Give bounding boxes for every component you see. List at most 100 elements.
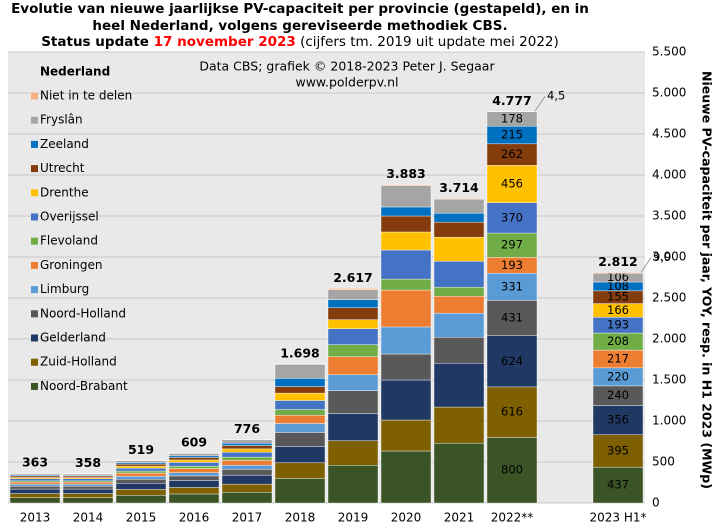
legend-label: Noord-Brabant [40, 379, 128, 393]
subtitle: Data CBS; grafiek © 2018-2023 Peter J. S… [199, 59, 495, 74]
status-suffix: (cijfers tm. 2019 uit update mei 2022) [296, 34, 559, 50]
bar-segment [327, 307, 379, 320]
bar-segment [592, 272, 644, 274]
bar-segment [274, 386, 326, 394]
bar-segment [380, 419, 432, 452]
bar-segment [433, 198, 485, 200]
bar-segment [486, 273, 538, 301]
bar-segment [221, 483, 273, 493]
total-label: 1.698 [280, 345, 320, 360]
x-tick-label: 2014 [73, 511, 104, 525]
subtitle: www.polderpv.nl [295, 75, 398, 90]
bar-segment [274, 423, 326, 433]
y-tick-label: 4.500 [652, 127, 686, 141]
total-label: 3.714 [439, 180, 479, 195]
total-label: 3.883 [386, 166, 426, 181]
legend-label: Overijssel [40, 210, 99, 224]
legend-swatch [31, 261, 38, 269]
y-tick-label: 2.500 [652, 291, 686, 305]
data-label: 431 [501, 311, 523, 325]
bar-segment [9, 488, 61, 494]
x-tick-label: 2023 H1* [589, 511, 646, 525]
bar-segment [486, 202, 538, 234]
bar-segment [486, 386, 538, 438]
total-label: 358 [75, 455, 101, 470]
bar-segment [380, 215, 432, 233]
data-label: 356 [607, 413, 629, 427]
bar-segment [221, 451, 273, 458]
bar-segment [380, 249, 432, 280]
bar-segment [274, 415, 326, 424]
bar-segment [433, 406, 485, 444]
x-tick-label: 2020 [391, 511, 422, 525]
bar-segment [221, 474, 273, 485]
bar-segment [327, 390, 379, 414]
bar-segment [115, 476, 167, 480]
bar-segment [592, 405, 644, 435]
legend-swatch [31, 165, 38, 173]
total-label: 776 [234, 421, 260, 436]
bar-segment [221, 460, 273, 466]
x-tick-label: 2017 [232, 511, 263, 525]
data-label: 616 [501, 405, 523, 419]
bar-segment [486, 165, 538, 203]
data-label: 193 [501, 258, 523, 272]
bar-segment [274, 462, 326, 479]
y-tick-label: 2.000 [652, 332, 686, 346]
data-label: 4,5 [547, 89, 565, 103]
data-label: 456 [501, 177, 523, 191]
bar-segment [433, 295, 485, 314]
bar-segment [327, 319, 379, 329]
bar-segment [9, 485, 61, 490]
bar-segment [115, 463, 167, 467]
total-label: 519 [128, 442, 154, 457]
bar-segment [327, 289, 379, 300]
bar-segment [62, 493, 114, 498]
bar-segment [380, 185, 432, 208]
bar-segment [168, 455, 220, 458]
bar-segment [9, 475, 61, 478]
leader-line [640, 257, 652, 273]
legend-swatch [31, 213, 38, 221]
bar-segment [168, 475, 220, 481]
bar-segment [9, 473, 61, 476]
y-tick-label: 4.000 [652, 168, 686, 182]
data-label: 262 [501, 147, 523, 161]
data-label: 331 [501, 279, 523, 293]
bar-segment [327, 344, 379, 357]
bar-segment [221, 465, 273, 470]
bar-segment [221, 439, 273, 444]
total-label: 4.777 [492, 93, 532, 108]
status-line: Status update 17 november 2023 (cijfers … [41, 34, 559, 50]
bar-segment [115, 460, 167, 464]
bar-segment [327, 328, 379, 345]
bar-segment [274, 378, 326, 387]
bar-segment [168, 465, 220, 469]
x-tick-label: 2015 [126, 511, 157, 525]
data-label: 437 [607, 478, 629, 492]
bar-segment [486, 232, 538, 258]
bar-segment [274, 446, 326, 464]
bar-segment [274, 392, 326, 401]
bar-segment [486, 437, 538, 504]
data-label: 217 [607, 351, 629, 365]
bar-segment [115, 483, 167, 490]
legend-label: Noord-Holland [40, 306, 126, 320]
legend-label: Fryslân [40, 113, 83, 127]
bar-segment [380, 353, 432, 381]
legend-label: Niet in te delen [40, 89, 132, 103]
bar-segment [274, 409, 326, 416]
legend-title: Nederland [40, 65, 110, 79]
bar-segment [433, 198, 485, 214]
bar-segment [62, 497, 114, 504]
y-tick-label: 5.500 [652, 45, 686, 59]
bar-segment [433, 236, 485, 262]
y-tick-label: 3.000 [652, 250, 686, 264]
bar-segment [380, 289, 432, 328]
bar-segment [9, 497, 61, 504]
data-label: 215 [501, 128, 523, 142]
data-label: 297 [501, 238, 523, 252]
bar-segment [115, 495, 167, 504]
status-prefix: Status update [41, 34, 153, 50]
data-label: 624 [501, 354, 523, 368]
